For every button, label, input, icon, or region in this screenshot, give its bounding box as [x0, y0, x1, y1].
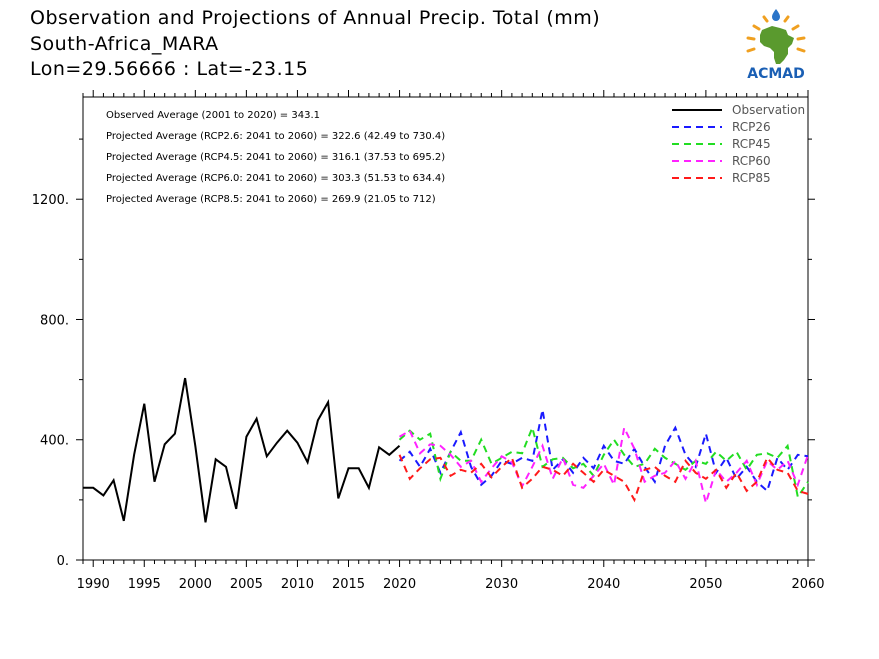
average-annotation: Projected Average (RCP4.5: 2041 to 2060)… — [106, 152, 445, 163]
series-line-rcp45 — [398, 424, 809, 500]
average-annotation: Projected Average (RCP6.0: 2041 to 2060)… — [106, 173, 445, 184]
africa-map-icon — [760, 26, 794, 64]
average-annotation: Projected Average (RCP8.5: 2041 to 2060)… — [106, 194, 436, 205]
x-tick-label: 2020 — [383, 577, 416, 592]
x-tick-label: 2000 — [179, 577, 212, 592]
legend-label: RCP60 — [732, 154, 771, 168]
y-tick-label: 800. — [40, 313, 69, 328]
legend-label: RCP26 — [732, 120, 771, 134]
y-tick-label: 0. — [57, 554, 69, 569]
average-annotation: Projected Average (RCP2.6: 2041 to 2060)… — [106, 131, 445, 142]
x-tick-label: 2015 — [332, 577, 365, 592]
series-line-rcp85 — [398, 454, 809, 503]
average-annotation: Observed Average (2001 to 2020) = 343.1 — [106, 110, 320, 121]
x-tick-label: 1990 — [77, 577, 110, 592]
acmad-logo: ACMAD — [746, 9, 806, 80]
chart-coordinates-label: Lon=29.56666 : Lat=-23.15 — [30, 58, 309, 80]
series-line-observation — [83, 377, 401, 523]
legend-label: RCP85 — [732, 171, 771, 185]
y-tick-label: 1200. — [32, 193, 69, 208]
water-drop-icon — [772, 9, 780, 21]
x-tick-label: 2040 — [587, 577, 620, 592]
series-line-rcp60 — [398, 424, 809, 507]
x-tick-label: 1995 — [128, 577, 161, 592]
legend-label: RCP45 — [732, 137, 771, 151]
legend-label: Observation — [732, 103, 805, 117]
chart-region-label: South-Africa_MARA — [30, 33, 219, 55]
y-tick-label: 400. — [40, 434, 69, 449]
x-tick-label: 2005 — [230, 577, 263, 592]
acmad-logo-text: ACMAD — [747, 66, 805, 80]
series-line-rcp26 — [398, 409, 809, 493]
chart-title: Observation and Projections of Annual Pr… — [30, 7, 601, 29]
x-tick-label: 2060 — [791, 577, 824, 592]
x-tick-label: 2010 — [281, 577, 314, 592]
x-tick-label: 2050 — [689, 577, 722, 592]
x-tick-label: 2030 — [485, 577, 518, 592]
plot-frame — [82, 96, 809, 561]
